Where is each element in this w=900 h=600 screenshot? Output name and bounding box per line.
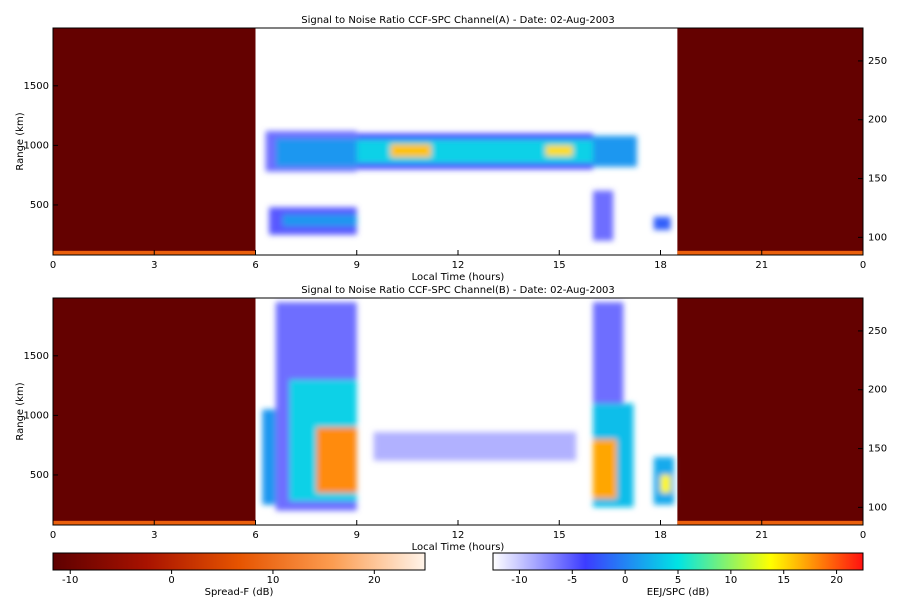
x-tick-label: 12 — [452, 530, 465, 541]
x-tick-label: 0 — [860, 260, 866, 271]
x-tick-label: 18 — [654, 260, 667, 271]
y-axis-label: Range (km) — [15, 112, 26, 170]
x-tick-label: 12 — [452, 260, 465, 271]
y-axis-label: Range (km) — [15, 382, 26, 440]
x-tick-label: 9 — [354, 530, 360, 541]
eej_cells — [265, 131, 671, 241]
cell — [316, 427, 357, 493]
cell — [275, 138, 357, 167]
colorbar-tick-label: 10 — [267, 575, 280, 586]
x-tick-label: 0 — [860, 530, 866, 541]
x-tick-label: 3 — [151, 260, 157, 271]
colorbar-tick-label: 10 — [724, 575, 737, 586]
cell — [53, 28, 256, 255]
x-tick-label: 3 — [151, 530, 157, 541]
colorbar-tick-label: 20 — [830, 575, 843, 586]
cell — [545, 145, 573, 157]
heatmap — [53, 28, 863, 255]
x-tick-label: 0 — [50, 530, 56, 541]
y-tick-label: 1000 — [24, 140, 49, 151]
y2-tick-label: 150 — [868, 174, 887, 185]
y-tick-label: 1000 — [24, 410, 49, 421]
cell — [53, 298, 256, 525]
y2-tick-label: 100 — [868, 502, 887, 513]
colorbar-tick-label: 20 — [368, 575, 381, 586]
colorbar-tick-label: 0 — [168, 575, 174, 586]
cell — [677, 28, 863, 255]
cell — [390, 144, 431, 158]
spread_f_cells — [53, 298, 863, 525]
cell — [677, 298, 863, 525]
panel-title: Signal to Noise Ratio CCF-SPC Channel(A)… — [301, 15, 615, 26]
cell — [373, 432, 577, 461]
cell — [282, 214, 357, 227]
y2-tick-label: 100 — [868, 232, 887, 243]
colorbar-tick-label: -10 — [62, 575, 78, 586]
x-tick-label: 21 — [755, 260, 768, 271]
colorbar-tick-label: -5 — [567, 575, 577, 586]
eej_cells — [262, 302, 674, 511]
spread_f_cells — [53, 28, 863, 255]
colorbar — [492, 552, 864, 571]
panel-title: Signal to Noise Ratio CCF-SPC Channel(B)… — [301, 285, 615, 296]
cell — [593, 190, 614, 241]
y-tick-label: 500 — [30, 200, 49, 211]
heatmap — [53, 298, 863, 525]
x-axis-label: Local Time (hours) — [412, 272, 505, 283]
y2-tick-label: 200 — [868, 115, 887, 126]
colorbar — [52, 552, 426, 571]
cell — [653, 216, 671, 230]
colorbar-tick-label: 15 — [777, 575, 790, 586]
cell — [677, 520, 863, 525]
x-tick-label: 0 — [50, 260, 56, 271]
x-tick-label: 15 — [553, 530, 566, 541]
cell — [660, 474, 671, 493]
colorbar-label: EEJ/SPC (dB) — [647, 587, 710, 598]
colorbar-tick-label: -10 — [511, 575, 527, 586]
x-tick-label: 6 — [252, 260, 258, 271]
x-tick-label: 18 — [654, 530, 667, 541]
y2-tick-label: 200 — [868, 385, 887, 396]
x-tick-label: 9 — [354, 260, 360, 271]
x-tick-label: 15 — [553, 260, 566, 271]
y-tick-label: 1500 — [24, 351, 49, 362]
colorbar-label: Spread-F (dB) — [205, 587, 274, 598]
x-tick-label: 6 — [252, 530, 258, 541]
y2-tick-label: 250 — [868, 56, 887, 67]
y2-tick-label: 150 — [868, 444, 887, 455]
colorbar-tick-label: 0 — [622, 575, 628, 586]
cell — [262, 409, 276, 505]
cell — [593, 439, 617, 499]
y2-tick-label: 250 — [868, 326, 887, 337]
x-tick-label: 21 — [755, 530, 768, 541]
cell — [677, 250, 863, 255]
colorbar-tick-label: 5 — [675, 575, 681, 586]
x-axis-label: Local Time (hours) — [412, 542, 505, 553]
cell — [593, 135, 637, 167]
y-tick-label: 1500 — [24, 81, 49, 92]
y-tick-label: 500 — [30, 470, 49, 481]
